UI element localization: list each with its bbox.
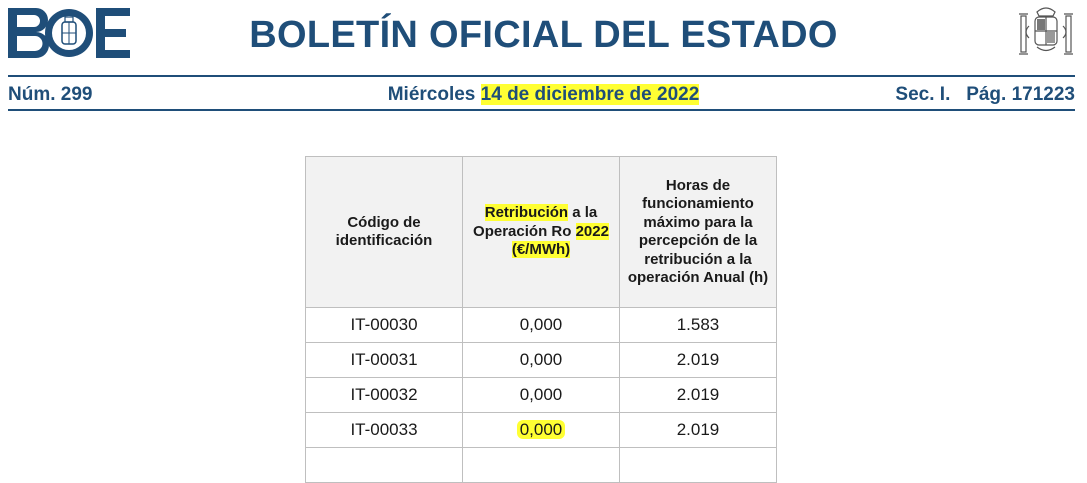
date-weekday: Miércoles (387, 84, 476, 105)
table-header-row: Código de identificación Retribución a l… (305, 156, 777, 308)
table-row: IT-00030 0,000 1.583 (305, 307, 777, 343)
boe-logo (8, 8, 130, 58)
cell-code: IT-00032 (305, 377, 463, 413)
header-ret-part1: Retribución (484, 204, 569, 222)
highlighted-value: 0,000 (516, 420, 566, 439)
section-page: Sec. I. Pág. 171223 (895, 84, 1075, 106)
header-ret-part2: a la Operación Ro (473, 204, 598, 240)
cell-code: IT-00033 (305, 412, 463, 448)
header-ret-part3: 2022 (575, 222, 609, 240)
table-row: IT-00033 0,000 2.019 (305, 412, 777, 448)
cell-hours: 2.019 (619, 412, 777, 448)
cell-retribution: 0,000 (462, 342, 620, 378)
header-code: Código de identificación (305, 156, 463, 308)
coat-of-arms-icon (1019, 7, 1073, 55)
header-retribution: Retribución a la Operación Ro 2022 (€/MWh… (462, 156, 620, 308)
cell-hours: 1.583 (619, 307, 777, 343)
header-bottom-rule (8, 109, 1075, 111)
cell-hours: 2.019 (619, 377, 777, 413)
date-highlighted: 14 de diciembre de 2022 (480, 84, 700, 105)
table-row: IT-00032 0,000 2.019 (305, 377, 777, 413)
header-ret-part4: (€/MWh) (511, 241, 571, 259)
cell-retribution: 0,000 (462, 307, 620, 343)
cell-retribution: 0,000 (462, 377, 620, 413)
cell-retribution: 0,000 (462, 412, 620, 448)
cell-code: IT-00030 (305, 307, 463, 343)
table-row: IT-00031 0,000 2.019 (305, 342, 777, 378)
section-label: Sec. I. (895, 84, 951, 105)
page-label: Pág. 171223 (966, 84, 1075, 105)
header-hours: Horas de funcionamiento máximo para la p… (619, 156, 777, 308)
cell-code: IT-00031 (305, 342, 463, 378)
issue-number: Núm. 299 (8, 84, 93, 105)
issue-date: Miércoles 14 de diciembre de 2022 (0, 84, 1087, 106)
page-title: BOLETÍN OFICIAL DEL ESTADO (249, 14, 838, 56)
table-row-partial (305, 447, 777, 483)
cell-hours: 2.019 (619, 342, 777, 378)
remuneration-table: Código de identificación Retribución a l… (305, 156, 777, 483)
header-top-rule (8, 75, 1075, 77)
